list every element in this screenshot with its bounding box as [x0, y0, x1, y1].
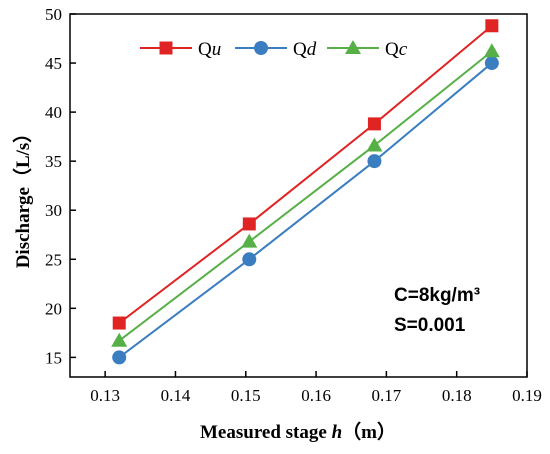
legend-label: Qd	[293, 39, 317, 60]
legend-label-sub: c	[399, 39, 408, 60]
legend-label: Qu	[198, 39, 221, 60]
y-tick-label: 40	[45, 103, 62, 122]
x-tick-label: 0.16	[301, 386, 331, 405]
data-point	[367, 117, 381, 131]
data-point	[241, 233, 258, 248]
x-tick-label: 0.14	[161, 386, 191, 405]
x-axis-title-variable: h	[332, 422, 343, 443]
series-u	[112, 19, 499, 330]
data-point	[242, 252, 257, 267]
data-point	[112, 350, 127, 365]
series-line	[118, 50, 493, 342]
x-tick-label: 0.15	[231, 386, 261, 405]
legend-label-sub: d	[307, 39, 317, 60]
x-tick-label: 0.19	[512, 386, 542, 405]
y-tick-label: 25	[45, 250, 62, 269]
legend-label-main: Q	[198, 39, 212, 60]
x-axis: 0.13 0.14 0.15 0.16 0.17 0.18 0.19	[90, 371, 542, 405]
series-line	[118, 62, 493, 359]
legend-label: Qc	[385, 39, 408, 60]
legend-item-u: Qu	[140, 39, 221, 60]
x-tick-label: 0.18	[442, 386, 472, 405]
x-tick-label: 0.17	[372, 386, 402, 405]
legend-label-sub: u	[212, 39, 222, 60]
data-point	[112, 316, 126, 330]
legend-marker	[254, 41, 268, 55]
annotation-concentration: C=8kg/m³	[394, 285, 480, 306]
data-point	[366, 137, 383, 152]
legend-item-d: Qd	[235, 39, 317, 60]
legend-marker	[345, 40, 361, 54]
y-tick-label: 20	[45, 299, 62, 318]
y-axis: 15 20 25 30 35 40 45 50	[45, 5, 76, 367]
series-layer	[111, 19, 500, 365]
plot-frame	[69, 13, 528, 378]
data-point	[367, 154, 382, 169]
legend: Qu Qd Qc	[140, 39, 408, 60]
x-tick-label: 0.13	[90, 386, 120, 405]
y-tick-label: 30	[45, 201, 62, 220]
y-tick-label: 15	[45, 348, 62, 367]
y-axis-title: Discharge（L/s）	[11, 124, 34, 269]
annotation-slope: S=0.001	[394, 315, 466, 336]
legend-label-main: Q	[385, 39, 399, 60]
series-line	[118, 25, 493, 324]
x-axis-title-prefix: Measured stage	[200, 422, 332, 443]
data-point	[111, 332, 128, 347]
legend-label-main: Q	[293, 39, 307, 60]
data-point	[485, 19, 499, 33]
x-axis-title: Measured stage h（m）	[200, 420, 396, 443]
legend-marker	[159, 41, 173, 55]
data-point	[484, 56, 499, 71]
y-tick-label: 35	[45, 152, 62, 171]
y-tick-label: 45	[45, 54, 62, 73]
legend-item-c: Qc	[327, 39, 408, 60]
x-axis-title-unit: （m）	[342, 420, 396, 443]
data-point	[242, 217, 256, 231]
series-d	[112, 56, 499, 365]
data-point	[483, 43, 500, 58]
series-c	[111, 43, 500, 347]
y-tick-label: 50	[45, 5, 62, 24]
